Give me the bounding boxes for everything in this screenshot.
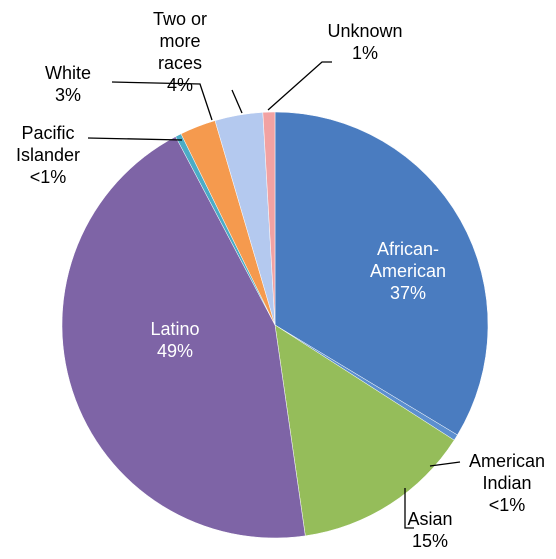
value-label: <1% <box>29 167 67 187</box>
slice-label: White 3% <box>33 62 103 106</box>
pie-slice <box>262 111 276 326</box>
leader-line <box>267 61 332 111</box>
pie-slice <box>274 111 489 436</box>
leader-line <box>111 81 213 121</box>
pie-slice <box>61 136 306 539</box>
value-label: 37% <box>389 283 427 303</box>
leader-line <box>429 461 461 467</box>
leader-line <box>404 488 414 529</box>
slice-label: Two or more races 4% <box>143 8 217 96</box>
leader-line <box>87 137 183 141</box>
category-label: Asian <box>407 509 453 529</box>
value-label: 1% <box>351 43 378 63</box>
slice-label: Asian 15% <box>400 508 460 552</box>
category-label: Unknown <box>327 21 403 41</box>
slice-label: Unknown 1% <box>315 20 415 64</box>
category-label: Two or more races <box>152 9 208 73</box>
value-label: 15% <box>411 531 449 551</box>
slice-label: Latino 49% <box>135 318 215 362</box>
category-label: White <box>44 63 91 83</box>
category-label: Pacific Islander <box>15 123 81 165</box>
leader-lines <box>87 61 461 529</box>
category-label: Latino <box>150 319 200 339</box>
category-label: African-American <box>369 239 447 281</box>
slice-label: African-American 37% <box>358 238 458 304</box>
leader-line <box>231 89 243 114</box>
value-label: 4% <box>166 75 193 95</box>
pie-slice <box>274 324 455 537</box>
slice-label: American Indian <1% <box>457 450 556 516</box>
value-label: 49% <box>156 341 194 361</box>
slices <box>61 111 489 539</box>
value-label: 3% <box>54 85 81 105</box>
category-label: American Indian <box>468 451 546 493</box>
value-label: <1% <box>488 495 526 515</box>
slice-label: Pacific Islander <1% <box>3 122 93 188</box>
